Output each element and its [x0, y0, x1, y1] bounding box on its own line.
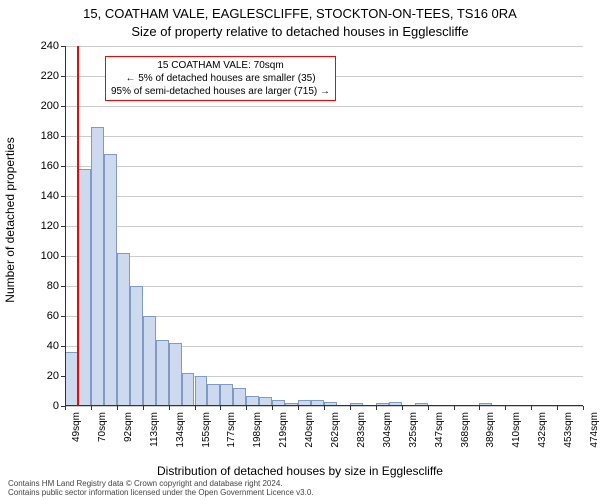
y-tick-label: 120 — [41, 220, 65, 232]
x-tick — [65, 406, 66, 410]
x-tick — [479, 406, 480, 410]
x-tick-label: 347sqm — [432, 412, 445, 448]
x-tick-label: 453sqm — [561, 412, 574, 448]
x-tick-label: 325sqm — [406, 412, 419, 448]
x-tick-label: 177sqm — [224, 412, 237, 448]
y-axis-title: Number of detached properties — [3, 137, 17, 302]
x-tick — [454, 406, 455, 410]
grid-line — [65, 46, 583, 47]
y-tick-label: 240 — [41, 40, 65, 52]
grid-line — [65, 166, 583, 167]
annotation-line: 95% of semi-detached houses are larger (… — [111, 85, 330, 98]
histogram-bar — [220, 384, 233, 407]
y-tick-label: 100 — [41, 250, 65, 262]
histogram-bar — [117, 253, 130, 406]
x-axis-line — [65, 405, 583, 406]
x-tick-label: 198sqm — [250, 412, 263, 448]
x-tick-label: 134sqm — [173, 412, 186, 448]
x-tick — [143, 406, 144, 410]
grid-line — [65, 196, 583, 197]
histogram-bar — [195, 376, 208, 406]
x-tick — [246, 406, 247, 410]
y-tick-label: 220 — [41, 70, 65, 82]
x-tick — [91, 406, 92, 410]
y-tick-label: 160 — [41, 160, 65, 172]
grid-line — [65, 256, 583, 257]
x-tick — [505, 406, 506, 410]
x-tick-label: 410sqm — [509, 412, 522, 448]
y-tick-label: 180 — [41, 130, 65, 142]
grid-line — [65, 286, 583, 287]
x-tick-label: 219sqm — [276, 412, 289, 448]
y-tick-label: 40 — [47, 340, 65, 352]
y-tick-label: 80 — [47, 280, 65, 292]
x-tick — [376, 406, 377, 410]
x-tick — [195, 406, 196, 410]
y-tick-label: 0 — [53, 400, 65, 412]
y-tick-label: 20 — [47, 370, 65, 382]
annotation-line: ← 5% of detached houses are smaller (35) — [111, 72, 330, 85]
histogram-bar — [233, 388, 246, 406]
annotation-line: 15 COATHAM VALE: 70sqm — [111, 59, 330, 72]
x-tick — [583, 406, 584, 410]
indicator-line — [77, 46, 79, 406]
x-axis-title: Distribution of detached houses by size … — [0, 464, 600, 478]
y-axis-line — [65, 46, 66, 406]
x-tick-label: 368sqm — [458, 412, 471, 448]
x-tick-label: 155sqm — [199, 412, 212, 448]
histogram-bar — [91, 127, 104, 406]
histogram-bar — [104, 154, 117, 406]
grid-line — [65, 106, 583, 107]
histogram-bar — [182, 373, 195, 406]
x-tick — [298, 406, 299, 410]
y-tick-label: 200 — [41, 100, 65, 112]
histogram-bar — [169, 343, 182, 406]
title-sub: Size of property relative to detached ho… — [0, 24, 600, 39]
footer: Contains HM Land Registry data © Crown c… — [8, 480, 592, 498]
x-tick — [531, 406, 532, 410]
x-tick-label: 389sqm — [483, 412, 496, 448]
x-tick-label: 262sqm — [328, 412, 341, 448]
grid-line — [65, 136, 583, 137]
x-tick — [117, 406, 118, 410]
plot-area: 02040608010012014016018020022024049sqm70… — [65, 46, 583, 406]
x-tick-label: 432sqm — [535, 412, 548, 448]
x-tick — [220, 406, 221, 410]
x-tick-label: 240sqm — [302, 412, 315, 448]
x-tick-label: 113sqm — [147, 412, 160, 447]
x-tick — [324, 406, 325, 410]
histogram-bar — [143, 316, 156, 406]
title-main: 15, COATHAM VALE, EAGLESCLIFFE, STOCKTON… — [0, 6, 600, 21]
x-tick — [350, 406, 351, 410]
histogram-bar — [130, 286, 143, 406]
x-tick — [272, 406, 273, 410]
x-tick — [169, 406, 170, 410]
histogram-bar — [207, 384, 220, 407]
histogram-bar — [156, 340, 169, 406]
y-tick-label: 140 — [41, 190, 65, 202]
x-tick — [557, 406, 558, 410]
x-tick — [428, 406, 429, 410]
x-tick-label: 304sqm — [380, 412, 393, 448]
y-tick-label: 60 — [47, 310, 65, 322]
grid-line — [65, 226, 583, 227]
x-tick — [402, 406, 403, 410]
x-tick-label: 474sqm — [587, 412, 600, 448]
x-tick-label: 92sqm — [121, 412, 134, 442]
x-tick-label: 283sqm — [354, 412, 367, 448]
footer-line-2: Contains public sector information licen… — [8, 489, 592, 498]
annotation-box: 15 COATHAM VALE: 70sqm← 5% of detached h… — [105, 56, 336, 101]
x-tick-label: 49sqm — [69, 412, 82, 442]
x-tick-label: 70sqm — [95, 412, 108, 442]
histogram-bar — [78, 169, 91, 406]
